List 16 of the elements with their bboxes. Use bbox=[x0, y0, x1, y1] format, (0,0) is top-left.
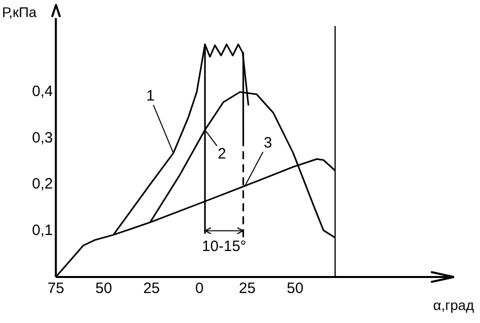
legend-label: 2 bbox=[218, 146, 226, 163]
x-tick-label: 25 bbox=[143, 280, 160, 298]
x-tick-label: 0 bbox=[195, 280, 204, 298]
series-label: 3 bbox=[264, 134, 272, 152]
y-axis-title: Р,кПа bbox=[2, 4, 37, 20]
x-tick-label: 75 bbox=[48, 280, 64, 298]
y-tick-label: 0,2 bbox=[32, 176, 53, 193]
x-tick-label: 50 bbox=[286, 280, 304, 298]
x-tick-label: 25 bbox=[238, 280, 256, 298]
annotation: 10-15° bbox=[202, 238, 246, 255]
x-tick-label: 50 bbox=[95, 280, 112, 298]
y-tick-label: 0,4 bbox=[32, 83, 53, 100]
y-tick-label: 0,1 bbox=[32, 222, 53, 239]
y-tick-label: 0,3 bbox=[32, 129, 53, 146]
text: 1 bbox=[146, 88, 155, 105]
x-axis-title: α,град bbox=[433, 296, 474, 313]
